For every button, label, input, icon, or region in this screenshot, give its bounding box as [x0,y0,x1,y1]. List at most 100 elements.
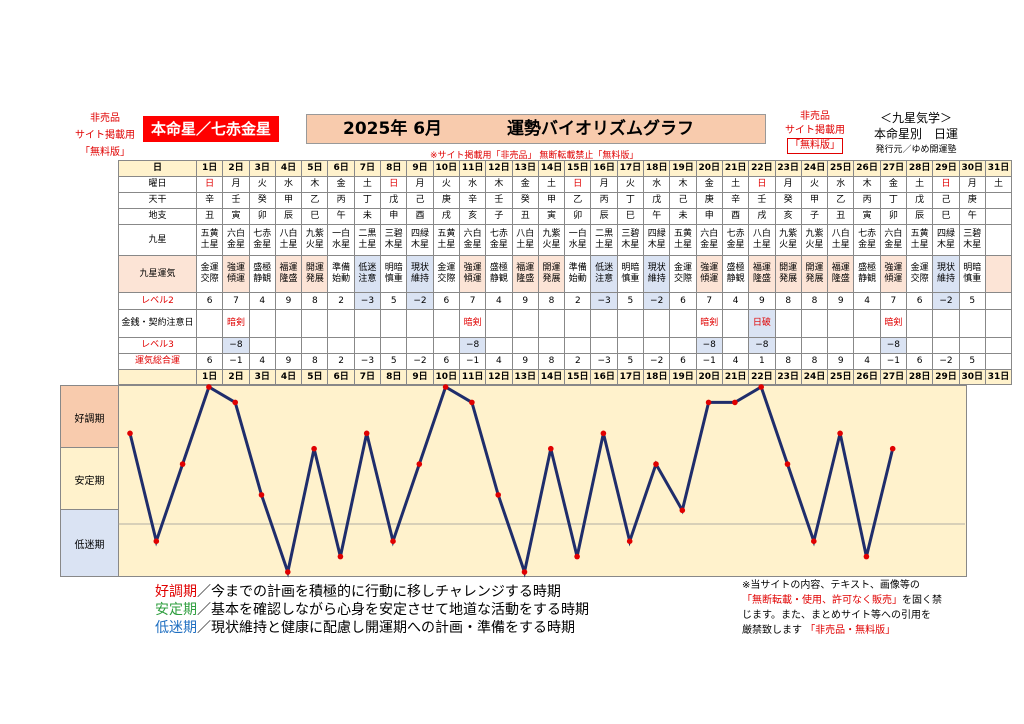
series-line [128,384,895,578]
day-cell-bottom: 6日 [327,369,355,385]
day-cell-bottom: 11日 [458,369,487,385]
star-cell-line: 五黄 [200,229,219,239]
star-cell-line: 木星 [384,240,403,250]
day-cell: 15日 [564,160,592,177]
legend-low-term: 低迷期 [155,620,197,636]
title-year: 2025年 6月 [343,119,443,139]
star-cell-line: 木星 [963,240,982,250]
kyusei-header: ＜九星気学＞ 本命星別 日運 発行元／ゆめ開運塾 [866,110,966,158]
data-point [153,538,160,544]
star-cell-line: 土星 [437,240,456,250]
data-point [758,384,764,390]
money-cell [274,309,303,338]
unki-cell: 福運 隆盛 [511,255,539,293]
day-cell: 13日 [511,160,539,177]
star-cell-line: 火星 [779,240,798,250]
star-cell-line: 二黒 [358,229,377,239]
unki-cell-line: 福運 [279,263,298,273]
unki-cell-line: 現状 [411,263,430,273]
data-point [705,399,712,406]
day-cell: 28日 [906,160,934,177]
shi-cell: 午 [643,208,671,225]
data-point [653,461,659,467]
unki-cell: 金運 交際 [195,255,224,293]
day-cell-bottom: 13日 [511,369,539,385]
unki-cell-line: 慎重 [621,274,640,284]
kan-cell: 壬 [222,192,250,209]
star-cell-line: 八白 [279,229,298,239]
star-cell-line: 水星 [568,240,587,250]
lv2-cell: −2 [643,292,671,310]
unki-cell: 低迷 注意 [590,255,618,293]
legend-stable-term: 安定期 [155,602,197,618]
day-cell-bottom: 3日 [248,369,276,385]
star-cell-line: 土星 [279,240,298,250]
unki-cell-line: 維持 [411,274,430,284]
day-cell-bottom: 8日 [380,369,408,385]
row-label: 地支 [118,208,197,225]
unki-cell-line: 強運 [884,263,903,273]
day-cell-bottom: 20日 [695,369,723,385]
unki-cell: 福運 隆盛 [827,255,855,293]
honmei-badge: 本命星／七赤金星 [143,116,279,142]
shi-cell: 戌 [432,208,460,225]
data-point [495,492,502,498]
left-notice-line: 「無料版」 [80,147,130,158]
star-cell: 九紫 火星 [301,224,329,256]
day-cell: 8日 [380,160,408,177]
star-cell: 三碧 木星 [958,224,986,256]
day-cell: 7日 [353,160,382,177]
unki-cell-line: 現状 [647,263,666,273]
kan-cell: 癸 [511,192,539,209]
star-cell-line: 五黄 [673,229,692,239]
unki-cell-line: 維持 [647,274,666,284]
unki-cell-line: 低迷 [358,263,377,273]
data-point [863,553,870,560]
kan-cell [984,192,1013,209]
data-point [521,569,528,575]
unki-cell-line: 注意 [358,274,377,284]
star-cell-line: 木星 [936,240,955,250]
star-cell-line: 六白 [884,229,903,239]
unki-cell-line: 交際 [910,274,929,284]
copyright-red: 「無断転載・使用、許可なく販売」 [742,595,902,606]
star-cell-line: 土星 [910,240,929,250]
day-cell-bottom: 19日 [669,369,697,385]
unki-cell: 強運 傾運 [879,255,908,293]
shi-cell: 辰 [590,208,618,225]
unki-cell-line: 金運 [673,263,692,273]
star-cell-line: 土星 [752,240,771,250]
copyright-line: 厳禁致します [742,625,802,636]
day-cell-bottom: 15日 [564,369,592,385]
unki-cell-line: 福運 [752,263,771,273]
right-notice: 非売品 サイト掲載用 「無料版」 [772,110,858,154]
legend-good-term: 好調期 [155,584,197,600]
day-cell-bottom: 30日 [958,369,986,385]
kan-cell: 辛 [458,192,487,209]
money-cell [564,309,592,338]
star-cell-line: 金星 [726,240,745,250]
star-cell-line: 九紫 [805,229,824,239]
star-cell-line: 三碧 [384,229,403,239]
day-cell-bottom: 25日 [827,369,855,385]
star-cell-line: 土星 [358,240,377,250]
right-notice-line: サイト掲載用 [785,125,845,136]
unki-cell: 金運 交際 [906,255,934,293]
legend-good-text: ／今までの計画を積極的に行動に移しチャレンジする時期 [197,584,561,600]
kan-cell: 壬 [485,192,513,209]
left-notice-line: 非売品 [90,113,120,124]
unki-cell-line: 慎重 [384,274,403,284]
legend-good: 好調期／今までの計画を積極的に行動に移しチャレンジする時期 [155,583,589,601]
star-cell: 五黄 土星 [906,224,934,256]
unki-cell: 準備 始動 [564,255,592,293]
star-cell-line: 四緑 [411,229,430,239]
kan-cell: 丁 [353,192,382,209]
right-notice-line: 非売品 [800,111,830,122]
star-cell-line: 四緑 [936,229,955,239]
lv2-cell: −3 [353,292,382,310]
unki-cell-line: 開運 [305,263,324,273]
star-cell-line: 八白 [831,229,850,239]
unki-cell-line: 強運 [226,263,245,273]
unki-cell-line: 発展 [805,274,824,284]
star-cell-line: 九紫 [542,229,561,239]
